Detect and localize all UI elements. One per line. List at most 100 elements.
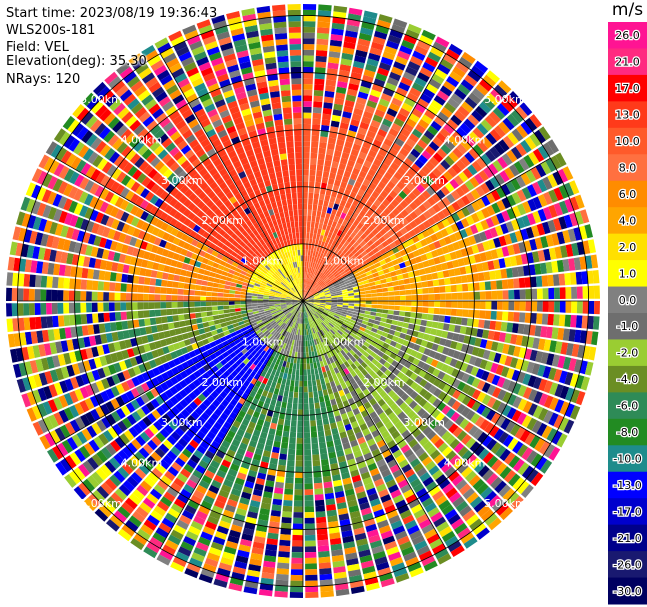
ppi-gate: [331, 28, 344, 36]
ppi-gate: [540, 352, 549, 365]
ppi-gate: [420, 339, 428, 348]
ppi-gate: [376, 19, 391, 29]
ppi-gate: [430, 182, 440, 193]
ppi-gate: [297, 409, 303, 416]
ppi-gate: [359, 291, 366, 295]
ppi-gate: [305, 586, 319, 593]
ppi-gate: [410, 349, 418, 358]
ppi-gate: [298, 392, 303, 399]
ppi-gate: [405, 289, 412, 295]
ppi-gate: [337, 168, 345, 176]
ppi-gate: [317, 430, 325, 438]
ppi-gate: [353, 289, 360, 293]
ppi-gate: [369, 264, 376, 271]
ppi-gate: [315, 55, 327, 63]
ppi-gate: [446, 119, 459, 130]
ppi-gate: [580, 376, 590, 391]
ppi-gate: [319, 401, 326, 408]
ppi-gate: [529, 114, 542, 128]
ppi-gate: [383, 171, 393, 181]
ppi-gate: [393, 331, 401, 338]
ppi-gate: [365, 304, 372, 308]
ppi-gate: [403, 34, 418, 45]
ppi-gate: [319, 234, 324, 242]
ppi-gate: [149, 286, 156, 294]
ppi-gate: [485, 179, 495, 191]
ppi-gate: [303, 215, 307, 222]
ppi-gate: [516, 124, 529, 139]
ppi-gate: [23, 317, 31, 331]
ppi-gate: [477, 348, 486, 358]
ppi-gate: [513, 161, 525, 174]
ppi-gate: [375, 284, 382, 289]
ppi-gate: [303, 89, 313, 96]
ppi-gate: [593, 285, 600, 299]
ppi-gate: [512, 243, 521, 255]
ppi-gate: [559, 287, 566, 299]
ppi-gate: [352, 286, 359, 290]
ppi-gate: [396, 152, 406, 162]
ppi-gate: [304, 477, 313, 484]
ppi-gate: [526, 252, 534, 264]
ppi-gate: [360, 225, 368, 233]
ppi-gate: [349, 238, 356, 246]
ppi-gate: [548, 367, 557, 381]
ppi-gate: [451, 292, 458, 300]
ppi-gate: [313, 391, 319, 398]
ppi-gate: [415, 352, 423, 360]
ppi-gate: [423, 348, 431, 356]
ppi-gate: [368, 125, 379, 134]
ppi-gate: [516, 189, 527, 202]
ppi-gate: [310, 261, 313, 268]
ppi-gate: [359, 326, 366, 332]
ppi-gate: [110, 322, 117, 332]
ppi-gate: [377, 181, 386, 190]
ppi-gate: [445, 182, 455, 193]
ppi-gate: [391, 66, 404, 76]
ppi-gate: [403, 172, 413, 182]
ppi-gate: [220, 275, 227, 281]
ppi-gate: [74, 290, 81, 301]
ppi-gate: [320, 124, 330, 132]
ppi-gate: [504, 95, 518, 109]
ppi-gate: [454, 110, 466, 122]
ppi-gate: [560, 245, 568, 258]
ppi-gate: [545, 261, 553, 274]
ppi-gate: [405, 118, 417, 128]
ppi-gate: [339, 282, 346, 287]
ppi-gate: [316, 170, 323, 177]
ppi-gate: [342, 247, 349, 254]
ppi-gate: [461, 373, 470, 383]
ppi-gate: [479, 281, 486, 291]
ppi-gate: [23, 273, 31, 287]
ppi-gate: [397, 132, 408, 143]
ppi-gate: [563, 214, 573, 228]
ppi-gate: [214, 323, 222, 330]
ppi-gate: [376, 292, 383, 297]
ppi-gate: [478, 170, 489, 182]
ppi-gate: [543, 339, 552, 352]
ppi-gate: [410, 148, 421, 159]
ppi-gate: [327, 315, 333, 320]
ppi-gate: [370, 144, 380, 153]
ppi-gate: [348, 275, 355, 280]
ppi-gate: [179, 320, 186, 328]
ppi-gate: [331, 302, 338, 305]
ppi-gate: [476, 391, 487, 403]
ppi-gate: [296, 432, 303, 439]
ppi-gate: [323, 248, 329, 255]
ppi-gate: [341, 254, 348, 261]
ppi-gate: [488, 351, 497, 362]
ppi-gate: [314, 303, 320, 306]
ppi-gate: [333, 5, 348, 13]
ppi-gate: [330, 233, 337, 240]
ppi-gate: [556, 259, 565, 273]
ppi-gate: [377, 128, 388, 138]
ppi-gate: [406, 182, 416, 192]
ppi-gate: [360, 184, 368, 192]
ppi-gate: [348, 154, 358, 162]
ppi-gate: [308, 299, 315, 301]
ppi-gate: [308, 386, 313, 393]
ppi-gate: [446, 366, 455, 375]
ppi-gate: [311, 135, 319, 142]
